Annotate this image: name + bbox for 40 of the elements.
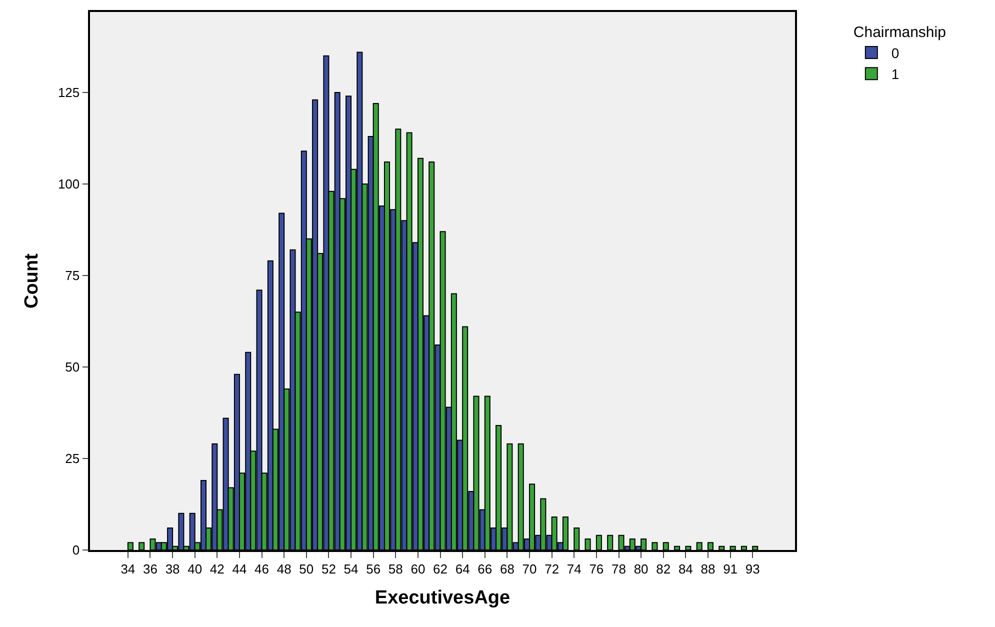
x-tick-label: 38 [165, 561, 180, 576]
y-tick-label: 50 [65, 360, 80, 375]
x-tick-label: 34 [120, 561, 136, 576]
x-tick-label: 70 [522, 561, 537, 576]
x-tick-label: 50 [299, 561, 314, 576]
x-tick-label: 76 [589, 561, 604, 576]
y-axis-title: Count [21, 252, 42, 308]
x-tick-label: 60 [410, 561, 426, 576]
x-tick-label: 66 [478, 561, 492, 576]
x-tick-label: 46 [254, 561, 270, 576]
y-tick-label: 125 [58, 85, 80, 100]
x-tick-label: 52 [321, 561, 336, 576]
legend-title: Chairmanship [853, 24, 946, 41]
x-tick-label: 80 [634, 561, 648, 576]
x-tick-label: 64 [455, 561, 470, 576]
x-tick-label: 42 [210, 561, 224, 576]
y-tick-label: 100 [58, 176, 80, 192]
y-tick-label: 0 [72, 542, 80, 558]
x-tick-label: 93 [745, 561, 760, 576]
y-tick-label: 75 [65, 268, 80, 284]
x-tick-label: 74 [566, 561, 582, 576]
x-tick-label: 91 [723, 561, 738, 576]
y-tick-label: 25 [65, 451, 80, 466]
x-tick-label: 48 [276, 561, 292, 576]
x-tick-label: 78 [612, 561, 626, 576]
x-axis-title: ExecutivesAge [374, 588, 510, 609]
x-tick-label: 58 [388, 561, 403, 576]
x-tick-label: 56 [366, 561, 381, 576]
x-tick-label: 54 [344, 561, 358, 576]
x-tick-label: 62 [433, 561, 448, 576]
x-tick-label: 82 [656, 561, 671, 576]
legend-label: 1 [891, 66, 900, 82]
x-tick-label: 44 [232, 561, 247, 576]
x-tick-label: 84 [678, 561, 693, 576]
x-tick-label: 72 [544, 561, 560, 576]
x-tick-label: 68 [500, 561, 514, 576]
legend-label: 0 [891, 44, 900, 61]
x-tick-label: 36 [143, 561, 158, 576]
x-tick-label: 40 [188, 561, 202, 576]
x-tick-label: 88 [700, 561, 716, 576]
